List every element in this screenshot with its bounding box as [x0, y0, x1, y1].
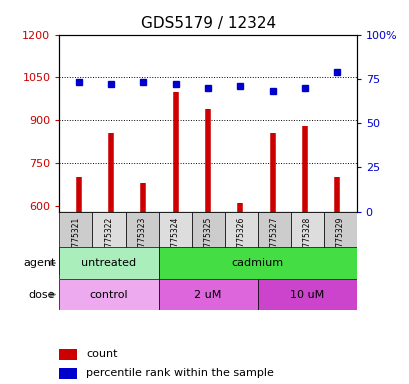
Text: 2 uM: 2 uM	[194, 290, 221, 300]
Text: GSM775327: GSM775327	[269, 217, 278, 263]
Bar	[191, 212, 224, 275]
Title: GDS5179 / 12324: GDS5179 / 12324	[140, 16, 275, 31]
Bar	[290, 212, 323, 275]
Text: count: count	[86, 349, 117, 359]
Text: percentile rank within the sample: percentile rank within the sample	[86, 368, 273, 379]
Bar	[323, 212, 356, 275]
Bar	[257, 212, 290, 275]
Bar	[59, 349, 77, 359]
Text: control: control	[90, 290, 128, 300]
Text: GSM775325: GSM775325	[203, 217, 212, 263]
Bar	[92, 212, 125, 275]
Bar	[125, 212, 158, 275]
Text: 10 uM: 10 uM	[289, 290, 324, 300]
Bar	[158, 247, 356, 279]
Bar	[59, 368, 77, 379]
Text: cadmium: cadmium	[231, 258, 283, 268]
Text: GSM775329: GSM775329	[335, 217, 344, 263]
Bar	[158, 212, 191, 275]
Bar	[59, 212, 92, 275]
Text: GSM775328: GSM775328	[302, 217, 311, 263]
Bar	[257, 279, 356, 310]
Text: GSM775326: GSM775326	[236, 217, 245, 263]
Text: GSM775323: GSM775323	[137, 217, 146, 263]
Text: GSM775321: GSM775321	[71, 217, 80, 263]
Text: GSM775322: GSM775322	[104, 217, 113, 263]
Text: GSM775324: GSM775324	[170, 217, 179, 263]
Bar	[59, 279, 158, 310]
Bar	[158, 279, 257, 310]
Text: dose: dose	[29, 290, 55, 300]
Text: agent: agent	[23, 258, 55, 268]
Text: untreated: untreated	[81, 258, 136, 268]
Bar	[59, 247, 158, 279]
Bar	[224, 212, 257, 275]
